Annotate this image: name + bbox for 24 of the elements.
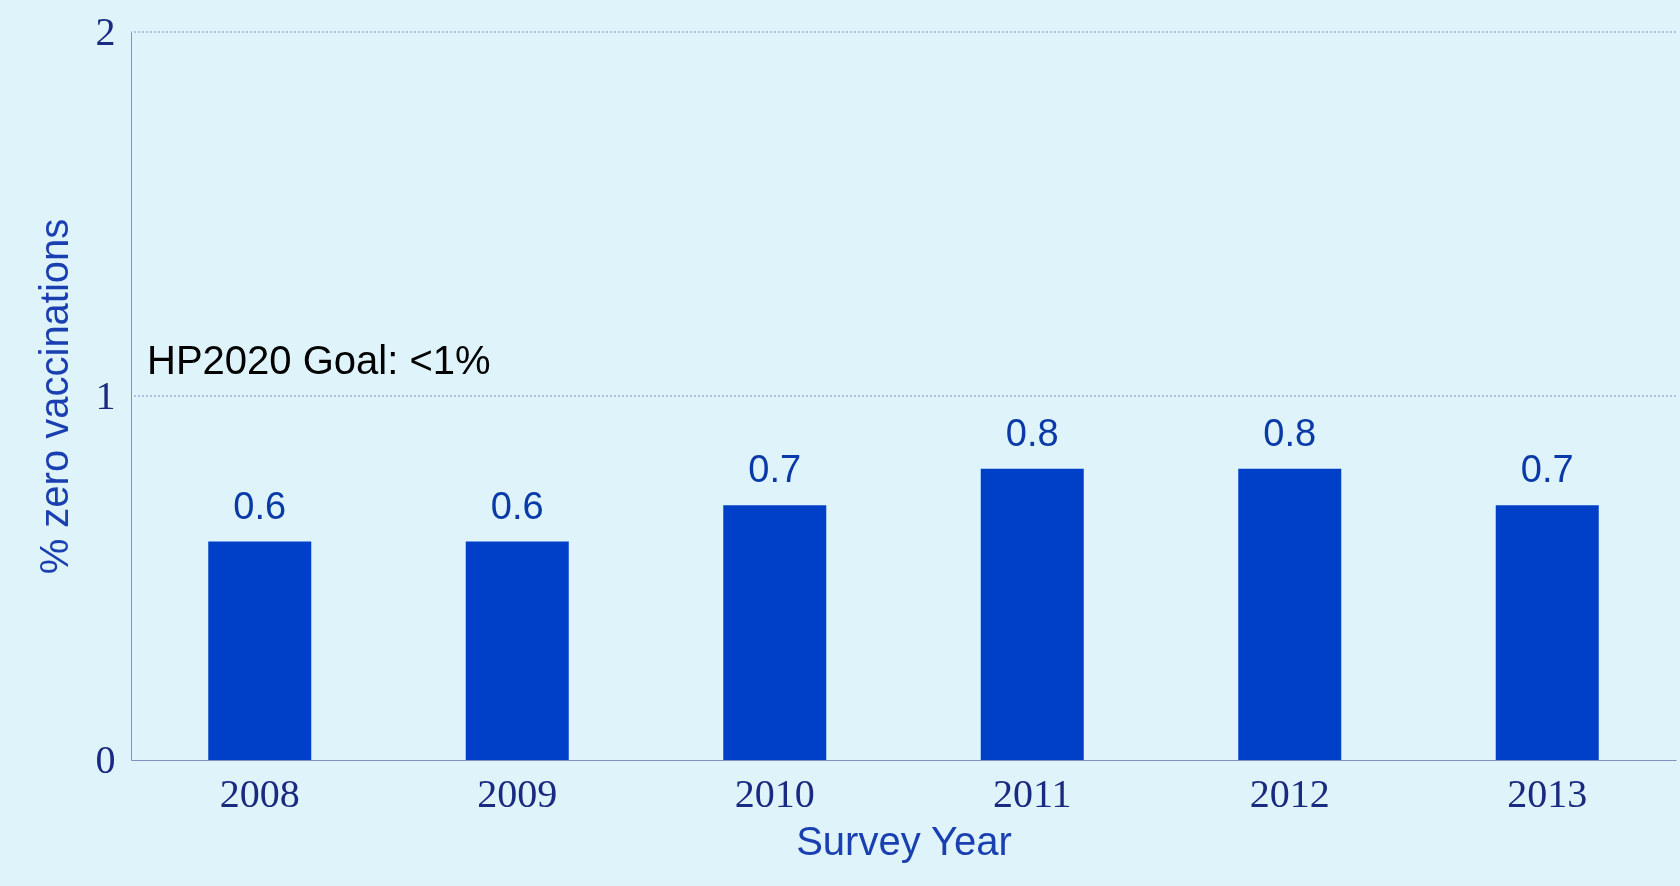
x-tick-label: 2009 — [477, 770, 558, 816]
x-tick-label: 2013 — [1507, 770, 1588, 816]
x-tick-label: 2008 — [219, 770, 300, 816]
bar — [1238, 468, 1342, 760]
y-tick-label: 2 — [95, 8, 116, 54]
x-tick-label: 2010 — [734, 770, 815, 816]
y-tick-label: 0 — [95, 736, 116, 782]
bar — [208, 541, 312, 760]
bar — [723, 505, 827, 760]
data-label: 0.6 — [490, 484, 544, 527]
data-label: 0.6 — [233, 484, 287, 527]
data-label: 0.8 — [1005, 411, 1059, 454]
data-label: 0.7 — [1520, 448, 1574, 491]
y-axis-title: % zero vaccinations — [31, 218, 76, 575]
bar — [465, 541, 569, 760]
bar — [1495, 505, 1599, 760]
ref-line-label: HP2020 Goal: <1% — [147, 338, 491, 382]
bar — [980, 468, 1084, 760]
data-label: 0.7 — [748, 448, 802, 491]
x-tick-label: 2011 — [992, 770, 1072, 816]
data-label: 0.8 — [1263, 411, 1317, 454]
x-tick-label: 2012 — [1249, 770, 1330, 816]
y-tick-label: 1 — [95, 372, 116, 418]
x-axis-title: Survey Year — [796, 818, 1012, 863]
